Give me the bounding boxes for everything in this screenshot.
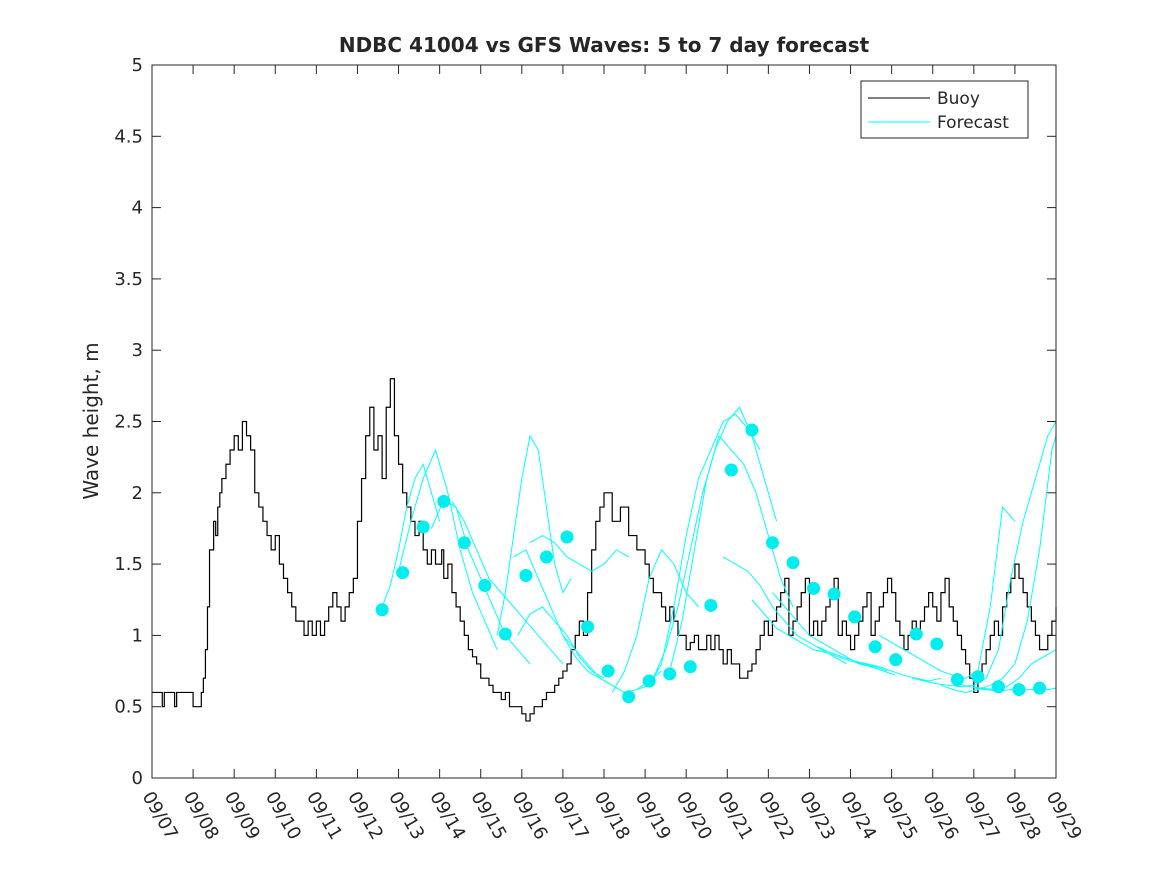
y-tick-label: 5 [132, 55, 143, 76]
forecast-marker [848, 610, 862, 624]
forecast-line [517, 606, 605, 679]
forecast-line [611, 548, 699, 693]
x-tick-labels: 09/0709/0809/0909/1009/1109/1209/1309/14… [138, 788, 1086, 843]
x-tick-label: 09/07 [138, 788, 182, 843]
x-tick-label: 09/18 [590, 788, 634, 843]
legend-buoy-label: Buoy [937, 89, 980, 109]
forecast-marker [889, 653, 903, 667]
x-tick-label: 09/27 [959, 788, 1003, 843]
x-tick-label: 09/17 [549, 788, 593, 843]
buoy-series [152, 378, 1057, 722]
x-tick-label: 09/14 [425, 788, 469, 843]
forecast-line [879, 505, 1016, 679]
forecast-marker [724, 463, 738, 477]
y-tick-label: 1 [132, 625, 143, 646]
x-tick-label: 09/10 [261, 788, 305, 843]
x-tick-label: 09/20 [672, 788, 716, 843]
forecast-marker [375, 603, 389, 617]
y-tick-label: 3 [132, 340, 143, 361]
forecast-marker [786, 556, 800, 570]
forecast-marker [642, 674, 656, 688]
x-tick-label: 09/19 [631, 788, 675, 843]
forecast-marker [909, 627, 923, 641]
forecast-marker [827, 587, 841, 601]
forecast-marker [991, 680, 1005, 694]
forecast-marker [971, 670, 985, 684]
x-tick-label: 09/24 [836, 788, 880, 843]
plot-background [152, 65, 1056, 778]
y-tick-labels: 0 0.5 1 1.5 2 2.5 3 3.5 4 4.5 5 [114, 55, 143, 789]
forecast-line [912, 421, 1057, 688]
y-tick-label: 3.5 [114, 269, 143, 290]
forecast-line [381, 463, 441, 608]
forecast-marker [601, 664, 615, 678]
forecast-marker [478, 578, 492, 592]
y-tick-label: 4 [132, 198, 143, 219]
y-tick-label: 0 [132, 768, 143, 789]
x-tick-label: 09/09 [220, 788, 264, 843]
forecast-line [751, 599, 888, 672]
x-tick-label: 09/21 [713, 788, 757, 843]
legend-forecast-label: Forecast [937, 113, 1009, 133]
x-tick-label: 09/08 [179, 788, 223, 843]
forecast-marker [416, 520, 430, 534]
forecast-marker [498, 627, 512, 641]
x-tick-label: 09/11 [302, 788, 346, 843]
x-tick-label: 09/23 [795, 788, 839, 843]
forecast-line [636, 413, 761, 691]
y-tick-label: 2 [132, 483, 143, 504]
legend: Buoy Forecast [860, 80, 1029, 139]
axis-ticks [151, 64, 1057, 779]
forecast-line [940, 435, 1057, 693]
chart-title: NDBC 41004 vs GFS Waves: 5 to 7 day fore… [339, 33, 870, 57]
forecast-line [669, 434, 794, 672]
legend-box [860, 80, 1029, 139]
x-tick-label: 09/26 [918, 788, 962, 843]
forecast-line [496, 434, 572, 636]
forecast-series [381, 406, 1057, 693]
forecast-marker [1033, 681, 1047, 695]
forecast-marker [704, 598, 718, 612]
forecast-marker [581, 620, 595, 634]
x-tick-label: 09/13 [384, 788, 428, 843]
forecast-marker [622, 690, 636, 704]
x-tick-label: 09/22 [754, 788, 798, 843]
x-tick-label: 09/29 [1042, 788, 1086, 843]
forecast-line [957, 649, 1057, 691]
x-tick-label: 09/16 [507, 788, 551, 843]
x-tick-label: 09/25 [877, 788, 921, 843]
forecast-marker [807, 581, 821, 595]
forecast-marker [457, 536, 471, 550]
forecast-line [817, 646, 942, 682]
buoy-line [152, 378, 1057, 722]
forecast-marker [396, 566, 410, 580]
y-tick-label: 0.5 [114, 697, 143, 718]
forecast-marker [683, 660, 697, 674]
forecast-line [529, 535, 629, 572]
forecast-marker [519, 569, 533, 583]
forecast-line [451, 501, 564, 665]
forecast-marker [560, 530, 574, 544]
plot-frame [151, 64, 1057, 779]
forecast-marker [745, 423, 759, 437]
forecast-marker [868, 640, 882, 654]
forecast-markers [375, 423, 1047, 704]
forecast-marker [765, 536, 779, 550]
forecast-marker [663, 667, 677, 681]
x-tick-label: 09/28 [1001, 788, 1045, 843]
forecast-marker [950, 673, 964, 687]
x-tick-label: 09/12 [343, 788, 387, 843]
forecast-marker [539, 550, 553, 564]
y-axis-label: Wave height, m [79, 342, 103, 499]
forecast-marker [1012, 683, 1026, 697]
forecast-marker [930, 637, 944, 651]
y-tick-label: 2.5 [114, 412, 143, 433]
forecast-line [398, 448, 498, 650]
y-tick-label: 1.5 [114, 554, 143, 575]
forecast-line [772, 592, 896, 676]
y-tick-label: 4.5 [114, 126, 143, 147]
x-tick-label: 09/15 [466, 788, 510, 843]
forecast-marker [437, 494, 451, 508]
